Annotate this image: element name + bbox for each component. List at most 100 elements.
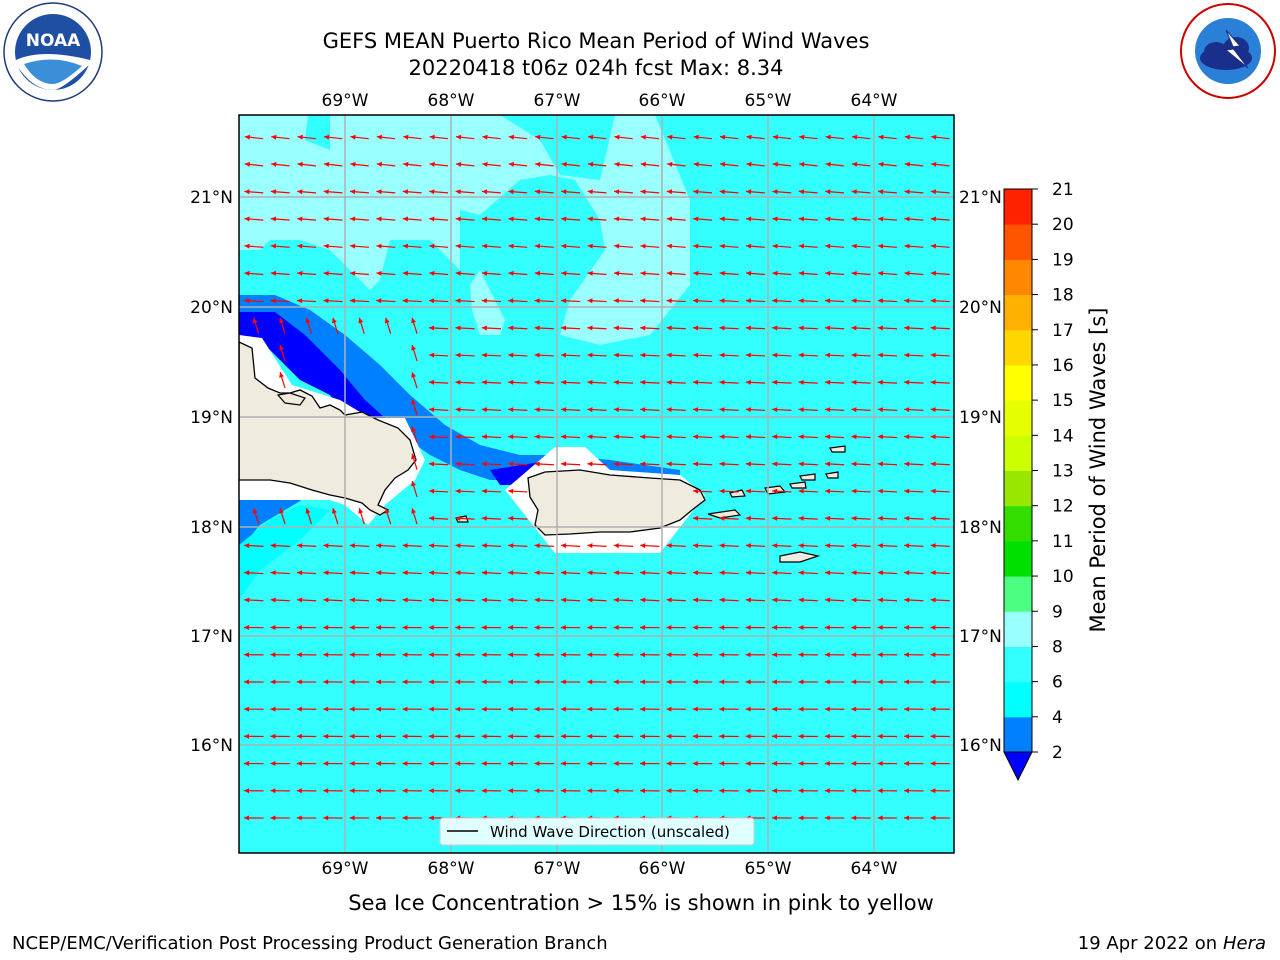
wind-wave-arrowhead — [930, 625, 936, 631]
wind-wave-arrowhead — [798, 570, 804, 576]
wind-wave-arrowhead — [481, 706, 487, 712]
wind-wave-arrowhead — [692, 352, 699, 358]
wind-wave-arrowhead — [613, 543, 619, 549]
wind-wave-arrowhead — [851, 379, 857, 385]
wind-wave-arrowhead — [745, 407, 751, 413]
wind-wave-arrowhead — [508, 679, 514, 685]
wind-wave-arrowhead — [930, 679, 936, 685]
wind-wave-arrowhead — [640, 243, 646, 249]
wind-wave-arrowhead — [455, 134, 462, 140]
wind-wave-arrowhead — [692, 543, 699, 549]
wind-wave-arrowhead — [534, 761, 540, 767]
legend-label: Wind Wave Direction (unscaled) — [490, 823, 730, 841]
wind-wave-arrowhead — [692, 788, 698, 794]
wind-wave-arrowhead — [930, 216, 937, 222]
wind-wave-arrowhead — [376, 815, 382, 821]
wind-wave-arrowhead — [824, 543, 831, 549]
lat-label-right: 21°N — [959, 188, 1002, 208]
wind-wave-arrowhead — [244, 733, 250, 739]
wind-wave-arrowhead — [930, 379, 936, 385]
wind-wave-arrowhead — [270, 761, 276, 767]
wind-wave-arrowhead — [877, 679, 883, 685]
colorbar-segment — [1004, 576, 1032, 612]
wind-wave-arrowhead — [693, 243, 699, 249]
wind-wave-arrowhead — [904, 815, 910, 821]
wind-wave-arrowhead — [296, 625, 302, 631]
wind-wave-arrowhead — [930, 270, 937, 276]
wind-wave-arrowhead — [481, 625, 487, 631]
colorbar-segment — [1004, 505, 1032, 542]
wind-wave-arrowhead — [270, 625, 276, 631]
wind-wave-arrowhead — [772, 543, 778, 549]
wind-wave-arrowhead — [930, 597, 936, 603]
wind-wave-arrowhead — [402, 597, 408, 603]
wind-wave-arrowhead — [931, 161, 937, 167]
wind-wave-arrowhead — [402, 652, 408, 658]
wind-wave-arrowhead — [560, 461, 567, 467]
wind-wave-arrowhead — [745, 652, 751, 658]
wind-wave-arrowhead — [481, 461, 487, 467]
wind-wave-arrowhead — [508, 761, 514, 767]
wind-wave-arrowhead — [851, 815, 857, 821]
wind-wave-arrowhead — [613, 679, 619, 685]
lon-label-bottom: 67°W — [534, 859, 581, 879]
wind-wave-arrowhead — [692, 652, 698, 658]
wind-wave-arrowhead — [481, 570, 487, 576]
wind-wave-arrowhead — [825, 134, 831, 140]
wind-wave-arrowhead — [851, 352, 857, 358]
wind-wave-arrowhead — [692, 461, 699, 467]
wind-wave-arrowhead — [745, 706, 751, 712]
wind-wave-arrowhead — [560, 543, 567, 549]
wind-wave-arrowhead — [402, 761, 408, 767]
wind-wave-arrowhead — [587, 325, 593, 331]
wind-wave-arrowhead — [613, 325, 619, 331]
wind-wave-arrowhead — [323, 161, 330, 167]
lon-label-top: 68°W — [428, 91, 475, 111]
wind-wave-arrowhead — [350, 243, 356, 249]
wind-wave-arrowhead — [825, 216, 831, 222]
wind-wave-arrowhead — [587, 461, 593, 467]
wind-wave-arrowhead — [561, 270, 567, 276]
wind-wave-arrowhead — [824, 652, 830, 658]
colorbar-segment — [1004, 646, 1032, 683]
wind-wave-arrowhead — [252, 317, 258, 324]
wind-wave-arrowhead — [411, 344, 416, 351]
colorbar-segment — [1004, 681, 1032, 718]
wind-wave-arrowhead — [384, 508, 390, 514]
wind-wave-arrowhead — [587, 434, 593, 440]
wind-wave-arrowhead — [482, 161, 488, 167]
wind-wave-arrowhead — [428, 461, 435, 467]
wind-wave-arrowhead — [244, 161, 251, 167]
wind-wave-arrowhead — [376, 625, 382, 631]
wind-wave-arrowhead — [429, 189, 435, 195]
wind-wave-arrowhead — [376, 597, 382, 603]
wind-wave-arrowhead — [403, 161, 409, 167]
wind-wave-arrowhead — [930, 352, 936, 358]
wind-wave-arrowhead — [534, 352, 540, 358]
wind-wave-arrowhead — [772, 379, 778, 385]
wind-wave-arrowhead — [411, 399, 416, 405]
contour-light-blue-edge — [239, 505, 330, 600]
wind-wave-arrowhead — [640, 543, 646, 549]
wind-wave-arrowhead — [296, 570, 303, 576]
wind-wave-arrowhead — [429, 134, 435, 140]
wind-wave-arrowhead — [824, 298, 831, 304]
wind-wave-arrowhead — [772, 652, 778, 658]
wind-wave-arrowhead — [640, 679, 646, 685]
wind-wave-arrowhead — [534, 733, 540, 739]
wind-wave-arrowhead — [428, 625, 434, 631]
wind-wave-arrowhead — [349, 706, 355, 712]
wind-wave-arrowhead — [824, 407, 831, 413]
wind-wave-arrowhead — [411, 372, 416, 378]
wind-wave-arrowhead — [930, 325, 936, 331]
wind-wave-arrowhead — [851, 733, 857, 739]
wind-wave-arrowhead — [482, 243, 488, 249]
wind-wave-arrowhead — [270, 270, 277, 276]
wind-wave-arrowhead — [877, 515, 883, 521]
wind-wave-arrowhead — [534, 407, 540, 413]
wind-wave-arrowhead — [482, 216, 488, 222]
wind-wave-arrowhead — [745, 679, 751, 685]
wind-wave-arrowhead — [640, 298, 646, 304]
wind-wave-arrowhead — [666, 543, 672, 549]
wind-wave-arrowhead — [587, 679, 593, 685]
